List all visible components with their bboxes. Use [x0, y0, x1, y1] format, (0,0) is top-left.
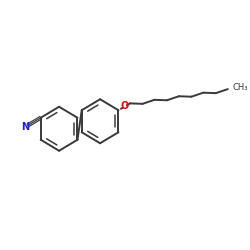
Text: N: N	[21, 122, 29, 132]
Text: O: O	[120, 102, 129, 112]
Text: CH₃: CH₃	[233, 83, 248, 92]
